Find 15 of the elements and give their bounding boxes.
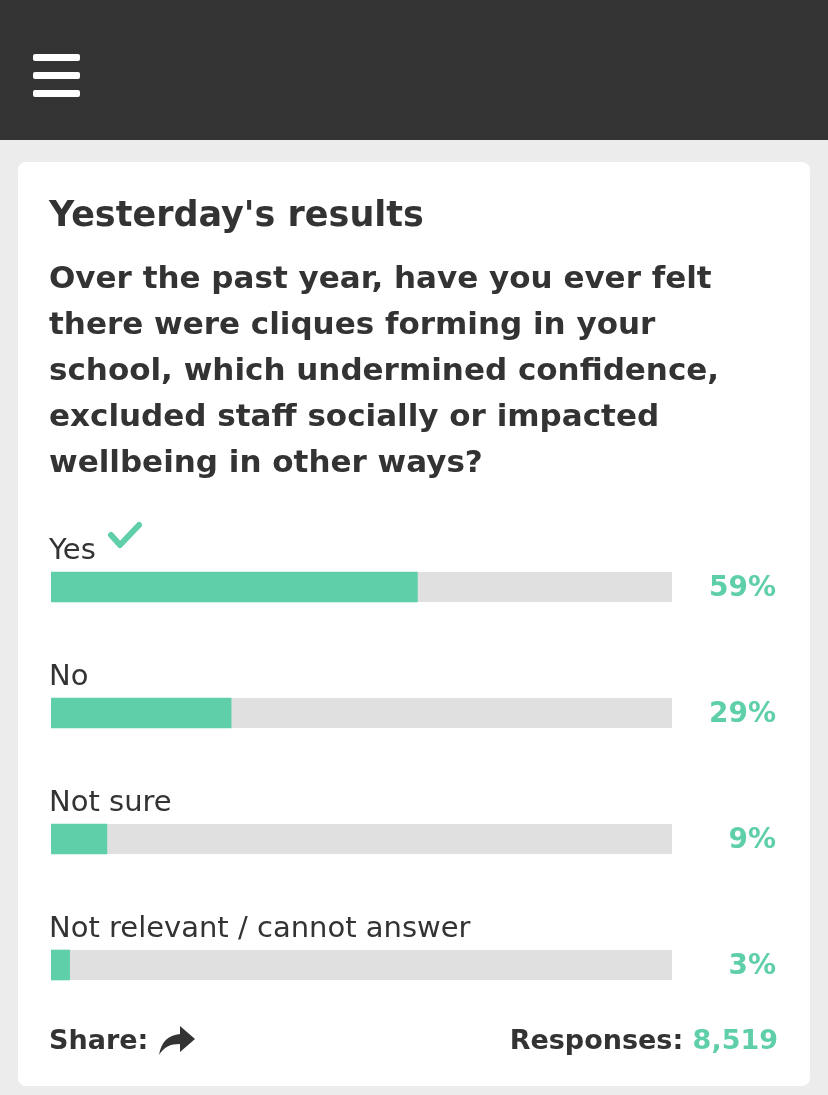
bar	[51, 823, 108, 855]
chart-subtitle: Over the past year, have you ever felt there were cliques forming in your school, which undermined confidence, excluded staff socially or impacted wellbeing in other ways?	[49, 258, 721, 481]
y-tick-label: Not sure	[49, 784, 172, 818]
y-tick-label: No	[49, 658, 89, 692]
data-label: 3%	[728, 948, 776, 982]
y-tick-label: Yes	[48, 532, 96, 566]
data-label: 29%	[708, 696, 776, 730]
data-label: 9%	[728, 822, 776, 856]
data-label: 59%	[708, 570, 776, 604]
chart-title: Yesterday's results	[49, 194, 424, 234]
text: 8,519	[692, 1024, 778, 1055]
text: Responses:	[509, 1024, 684, 1055]
text: Share:	[49, 1024, 149, 1055]
y-tick-label: Not relevant / cannot answer	[49, 910, 471, 944]
bar	[51, 949, 70, 981]
